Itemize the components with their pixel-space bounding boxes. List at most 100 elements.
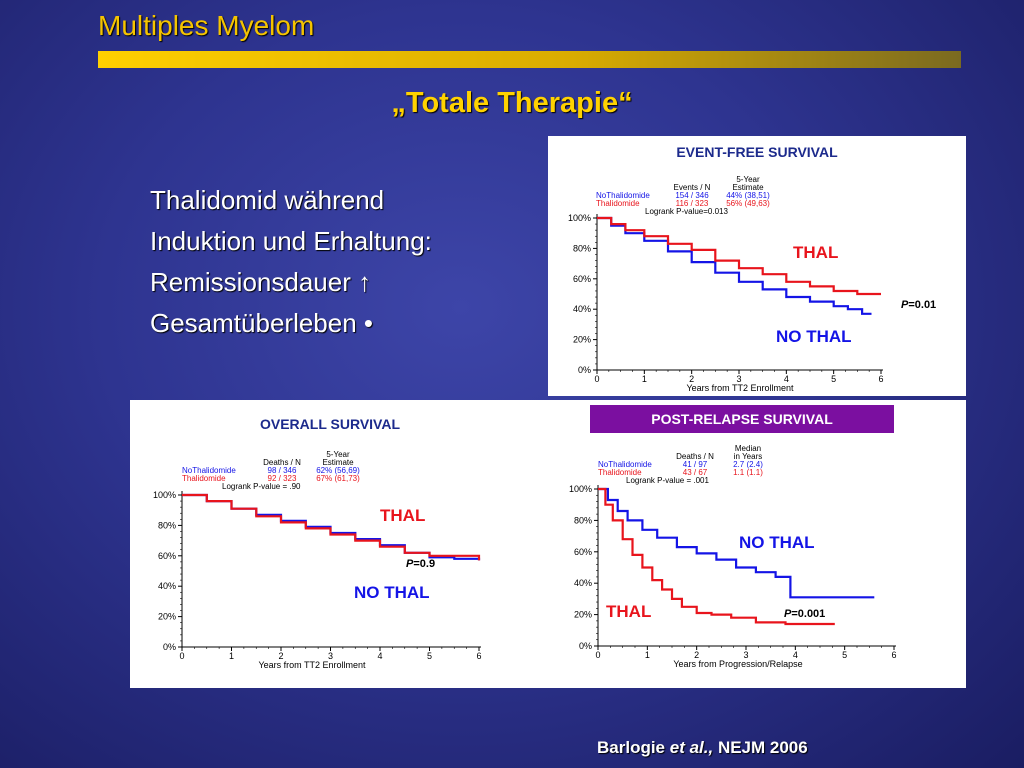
event-free-survival-panel: EVENT-FREE SURVIVAL 5-Year Events / N Estim… xyxy=(548,136,966,396)
post-relapse-survival-x-tick-label: 5 xyxy=(842,650,847,660)
post-relapse-survival-table-header-1: Deaths / N xyxy=(676,452,714,461)
post-relapse-survival-p-symbol: P xyxy=(784,608,792,620)
bullet-list: Thalidomid während Induktion und Erhaltu… xyxy=(150,180,432,344)
overall-survival-nothal-label: NO THAL xyxy=(354,583,430,602)
event-free-survival-table-header-2b: Estimate xyxy=(732,183,764,192)
post-relapse-survival-series-nothalidomide xyxy=(598,487,875,599)
post-relapse-survival-x-axis-label: Years from Progression/Relapse xyxy=(673,659,802,669)
overall-survival-table-row-label: Thalidomide xyxy=(182,474,226,483)
overall-survival-p-symbol: P xyxy=(406,558,414,570)
post-relapse-survival-title-band xyxy=(590,405,894,433)
event-free-survival-logrank-test: Logrank P-value=0.013 xyxy=(645,207,729,216)
post-relapse-survival-logrank-test: Logrank P-value = .001 xyxy=(626,476,709,485)
overall-survival-p-value: =0.9 xyxy=(413,558,435,570)
bullet-line-3: Remissionsdauer ↑ xyxy=(150,267,372,297)
overall-survival-logrank-test: Logrank P-value = .90 xyxy=(222,482,301,491)
post-relapse-survival-nothal-label: NO THAL xyxy=(739,533,815,552)
post-relapse-survival-y-tick-label: 40% xyxy=(574,578,592,588)
post-relapse-survival-thal-label: THAL xyxy=(606,602,651,621)
event-free-survival-table-header-2a: 5-Year xyxy=(736,175,760,184)
overall-survival-x-axis-label: Years from TT2 Enrollment xyxy=(258,660,366,670)
overall-survival-y-tick-label: 100% xyxy=(153,490,176,500)
overall-survival-x-tick-label: 3 xyxy=(328,651,333,661)
event-free-survival-series-thalidomide xyxy=(597,216,881,296)
bullet-line-1: Thalidomid während xyxy=(150,185,385,215)
post-relapse-survival-y-tick-label: 0% xyxy=(579,641,592,651)
overall-survival-x-tick-label: 6 xyxy=(476,651,481,661)
event-free-survival-x-tick-label: 1 xyxy=(642,374,647,384)
post-relapse-survival-table-row-label: NoThalidomide xyxy=(598,460,652,469)
bullet-line-4: Gesamtüberleben • xyxy=(150,308,374,338)
overall-survival-series-thalidomide xyxy=(182,493,481,561)
post-relapse-survival-table-header-2a: Median xyxy=(735,444,761,453)
post-relapse-survival-p-value-label: P=0.001 xyxy=(784,608,825,620)
overall-survival-y-tick-label: 80% xyxy=(158,520,176,530)
overall-survival-y-tick-label: 20% xyxy=(158,612,176,622)
event-free-survival-table-row-count: 154 / 346 xyxy=(675,191,709,200)
overall-survival-thal-label: THAL xyxy=(380,506,425,525)
event-free-survival-p-value: =0.01 xyxy=(908,299,936,311)
overall-survival-table-row-count: 92 / 323 xyxy=(268,474,297,483)
post-relapse-survival-x-tick-label: 4 xyxy=(793,650,798,660)
event-free-survival-x-tick-label: 2 xyxy=(689,374,694,384)
event-free-survival-title: EVENT-FREE SURVIVAL xyxy=(676,144,838,160)
post-relapse-survival-table-row-estimate: 2.7 (2.4) xyxy=(733,460,763,469)
citation-etal: et al., xyxy=(669,738,714,757)
event-free-survival-chart: EVENT-FREE SURVIVAL 5-Year Events / N Estim… xyxy=(568,144,936,393)
event-free-survival-table-row-label: NoThalidomide xyxy=(596,191,650,200)
overall-survival-table-header-2a: 5-Year xyxy=(326,450,350,459)
event-free-survival-table-row-estimate: 44% (38,51) xyxy=(726,191,770,200)
survival-panels: OVERALL SURVIVAL 5-Year Deaths / N Estimate… xyxy=(130,400,966,688)
event-free-survival-y-tick-label: 80% xyxy=(573,243,591,253)
overall-survival-title: OVERALL SURVIVAL xyxy=(260,416,400,432)
post-relapse-survival-y-tick-label: 80% xyxy=(574,515,592,525)
post-relapse-survival-chart: POST-RELAPSE SURVIVAL Median Deaths / N in … xyxy=(569,405,897,669)
overall-survival-x-tick-label: 5 xyxy=(427,651,432,661)
post-relapse-survival-table-row-label: Thalidomide xyxy=(598,468,642,477)
header-bar xyxy=(98,51,961,68)
citation: Barlogie et al., NEJM 2006 xyxy=(597,738,808,758)
overall-survival-x-tick-label: 4 xyxy=(377,651,382,661)
event-free-survival-x-axis-label: Years from TT2 Enrollment xyxy=(686,383,794,393)
event-free-survival-y-tick-label: 100% xyxy=(568,213,591,223)
event-free-survival-y-tick-label: 0% xyxy=(578,365,591,375)
post-relapse-survival-p-value: =0.001 xyxy=(791,608,825,620)
post-relapse-survival-y-tick-label: 100% xyxy=(569,484,592,494)
post-relapse-survival-title: POST-RELAPSE SURVIVAL xyxy=(651,411,833,427)
event-free-survival-y-tick-label: 20% xyxy=(573,335,591,345)
post-relapse-survival-table-row-estimate: 1.1 (1.1) xyxy=(733,468,763,477)
event-free-survival-thal-label: THAL xyxy=(793,243,838,262)
bullet-line-2: Induktion und Erhaltung: xyxy=(150,226,432,256)
event-free-survival-nothal-label: NO THAL xyxy=(776,327,852,346)
event-free-survival-table-header-1: Events / N xyxy=(674,183,711,192)
event-free-survival-y-tick-label: 60% xyxy=(573,274,591,284)
overall-survival-table-row-count: 98 / 346 xyxy=(268,466,297,475)
post-relapse-survival-x-tick-label: 0 xyxy=(595,650,600,660)
post-relapse-survival-x-tick-label: 1 xyxy=(645,650,650,660)
overall-survival-table-row-label: NoThalidomide xyxy=(182,466,236,475)
post-relapse-survival-table-row-count: 41 / 97 xyxy=(683,460,708,469)
overall-survival-y-tick-label: 60% xyxy=(158,551,176,561)
event-free-survival-x-tick-label: 0 xyxy=(594,374,599,384)
overall-survival-table-header-1: Deaths / N xyxy=(263,458,301,467)
slide-subtitle: „Totale Therapie“ xyxy=(391,87,633,119)
overall-survival-table-row-estimate: 62% (56,69) xyxy=(316,466,360,475)
event-free-survival-table-row-count: 116 / 323 xyxy=(676,199,709,208)
event-free-survival-p-value-label: P=0.01 xyxy=(901,299,936,311)
event-free-survival-p-symbol: P xyxy=(901,299,909,311)
overall-survival-y-tick-label: 40% xyxy=(158,581,176,591)
event-free-survival-y-tick-label: 40% xyxy=(573,304,591,314)
citation-authors: Barlogie xyxy=(597,738,670,757)
post-relapse-survival-x-tick-label: 3 xyxy=(743,650,748,660)
overall-survival-p-value-label: P=0.9 xyxy=(406,558,435,570)
overall-survival-table-header-2b: Estimate xyxy=(322,458,354,467)
overall-survival-y-tick-label: 0% xyxy=(163,642,176,652)
post-relapse-survival-y-tick-label: 60% xyxy=(574,547,592,557)
event-free-survival-series-nothalidomide xyxy=(597,216,872,315)
overall-survival-chart: OVERALL SURVIVAL 5-Year Deaths / N Estimate… xyxy=(153,416,482,670)
post-relapse-survival-x-tick-label: 6 xyxy=(891,650,896,660)
event-free-survival-table-row-estimate: 56% (49,63) xyxy=(726,199,770,208)
post-relapse-survival-series-thalidomide xyxy=(598,487,835,626)
overall-survival-x-tick-label: 1 xyxy=(229,651,234,661)
post-relapse-survival-table-row-count: 43 / 67 xyxy=(683,468,708,477)
